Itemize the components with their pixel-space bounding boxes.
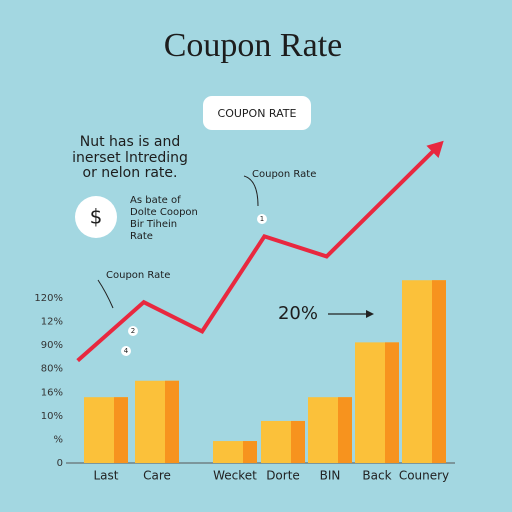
y-tick-label: 90% bbox=[41, 340, 63, 351]
marker-label: 2 bbox=[131, 327, 135, 335]
trend-arrow-head bbox=[426, 140, 444, 158]
note-line: inerset lntreding bbox=[72, 150, 188, 166]
marker bbox=[128, 326, 138, 336]
y-tick-label: 10% bbox=[41, 411, 63, 422]
marker bbox=[257, 214, 267, 224]
badge: COUPON RATE bbox=[218, 107, 297, 120]
badge-box bbox=[203, 96, 311, 130]
plot bbox=[76, 140, 446, 463]
x-tick-label: BIN bbox=[320, 469, 341, 483]
marker-label: 1 bbox=[260, 215, 264, 223]
annotation-arrow bbox=[97, 279, 114, 309]
y-tick-label: % bbox=[53, 434, 63, 445]
x-tick-label: Back bbox=[362, 469, 391, 483]
marker bbox=[121, 346, 131, 356]
chart-title: Coupon Rate bbox=[164, 27, 342, 64]
x-tick-label: Counery bbox=[399, 469, 449, 483]
icon-circle bbox=[75, 196, 117, 238]
arrow-head bbox=[366, 310, 374, 318]
x-tick-label: Care bbox=[143, 469, 171, 483]
annotation: Coupon Rate bbox=[106, 270, 170, 281]
y-tick-label: 80% bbox=[41, 364, 63, 375]
bar-side bbox=[114, 397, 128, 463]
y-tick-label: 0 bbox=[57, 458, 63, 469]
bar-side bbox=[291, 420, 305, 463]
annotation: 20% bbox=[278, 303, 318, 324]
annotation: Coupon Rate bbox=[252, 169, 316, 180]
bar bbox=[308, 397, 352, 463]
trend-line bbox=[76, 143, 441, 363]
icon: $ bbox=[90, 205, 103, 229]
y-tick-label: 12% bbox=[41, 317, 63, 328]
side-note: Rate bbox=[130, 231, 153, 242]
side-note: Dolte Coopon bbox=[130, 207, 198, 218]
bar bbox=[261, 420, 305, 463]
side-note: As bate of bbox=[130, 195, 181, 206]
bar bbox=[84, 397, 128, 463]
marker-label: 4 bbox=[124, 347, 129, 355]
bar-side bbox=[243, 441, 257, 463]
bar-side bbox=[338, 397, 352, 463]
side-note: Bir Tihein bbox=[130, 219, 177, 230]
x-tick-label: Wecket bbox=[213, 469, 257, 483]
bar-side bbox=[385, 342, 399, 463]
note-line: or nelon rate. bbox=[83, 165, 178, 181]
bar-side bbox=[165, 380, 179, 463]
x-tick-label: Dorte bbox=[266, 469, 300, 483]
bar bbox=[355, 342, 399, 463]
bar bbox=[213, 441, 257, 463]
annotation-arrow bbox=[243, 175, 259, 207]
bar-side bbox=[432, 280, 446, 463]
y-tick-label: 16% bbox=[41, 387, 63, 398]
x-tick-label: Last bbox=[94, 469, 119, 483]
note-line: Nut has is and bbox=[80, 134, 180, 150]
y-tick-label: 120% bbox=[34, 293, 63, 304]
bar bbox=[402, 280, 446, 463]
bar bbox=[135, 380, 179, 463]
